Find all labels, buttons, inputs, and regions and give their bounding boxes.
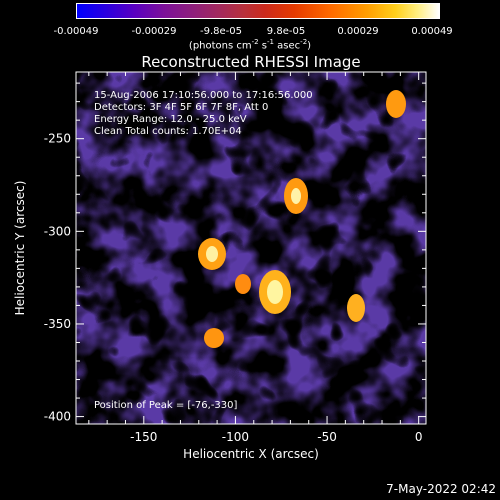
y-axis-label: Heliocentric Y (arcsec)	[13, 181, 27, 316]
info-line-4: Clean Total counts: 1.70E+04	[94, 126, 242, 137]
x-tick-label: -100	[222, 430, 249, 444]
chart-title: Reconstructed RHESSI Image	[141, 53, 361, 71]
colorbar-tick-5: 0.00029	[337, 26, 379, 37]
info-line-3: Energy Range: 12.0 - 25.0 keV	[94, 114, 247, 125]
x-axis-label: Heliocentric X (arcsec)	[183, 447, 319, 461]
info-line-2: Detectors: 3F 4F 5F 6F 7F 8F, Att 0	[94, 102, 268, 113]
colorbar-units: (photons cm-2 s-1 asec-2)	[188, 38, 312, 52]
colorbar-tick-6: 0.00049	[411, 26, 453, 37]
colorbar-tick-3: -9.8e-05	[200, 26, 242, 37]
y-tick-label: -350	[44, 317, 71, 331]
colorbar-tick-1: -0.00049	[53, 26, 99, 37]
x-tick-label: 0	[415, 430, 423, 444]
plot-frame	[75, 71, 427, 425]
x-tick-label: -150	[130, 430, 157, 444]
colorbar-tick-4: 9.8e-05	[266, 26, 306, 37]
footer-timestamp: 7-May-2022 02:42	[386, 482, 496, 496]
colorbar	[76, 3, 440, 19]
info-line-1: 15-Aug-2006 17:10:56.000 to 17:16:56.000	[94, 90, 313, 101]
axis-ticks: -150 -100 -50 0 -250 -300 -350 -400	[44, 72, 426, 444]
x-tick-label: -50	[317, 430, 337, 444]
y-tick-label: -250	[44, 132, 71, 146]
colorbar-tick-2: -0.00029	[131, 26, 177, 37]
y-tick-label: -300	[44, 224, 71, 238]
peak-label: Position of Peak = [-76,-330]	[94, 400, 238, 411]
y-tick-label: -400	[44, 410, 71, 424]
